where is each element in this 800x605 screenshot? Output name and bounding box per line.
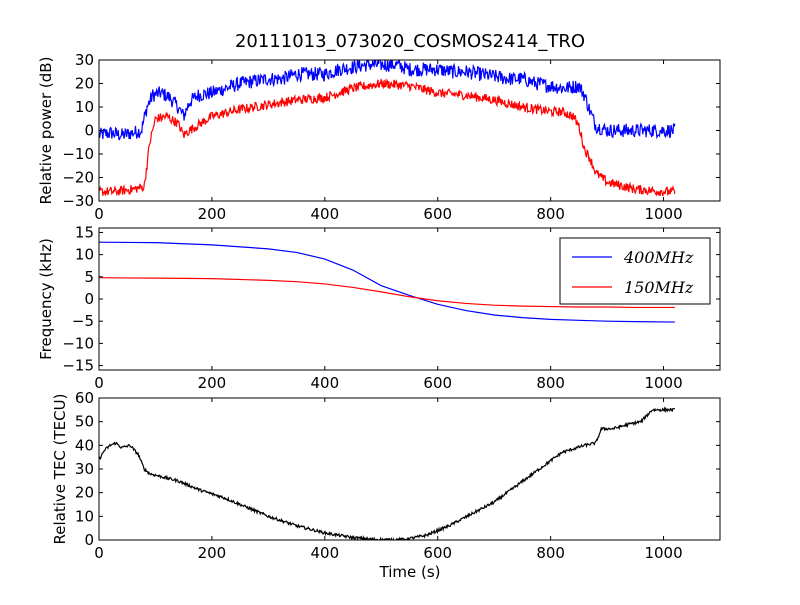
y-tick-label: 10 [75, 246, 94, 264]
x-tick-label: 800 [536, 544, 565, 562]
x-tick-label: 600 [423, 544, 452, 562]
series-line-150mhz [99, 277, 675, 309]
y-tick-label: 10 [75, 507, 94, 525]
power-panel: 0 200 400 600 800 1000 −30 −20 −10 0 10 20 30 Relativ… [37, 51, 721, 223]
x-tick-label: 200 [198, 374, 227, 392]
y-tick-label: 0 [84, 290, 94, 308]
x-tick-label: 800 [536, 374, 565, 392]
y-axis-label: Relative power (dB) [37, 57, 55, 205]
y-tick-label: 15 [75, 223, 94, 241]
x-tick-label: 400 [310, 205, 339, 223]
y-tick-label: 20 [75, 75, 94, 93]
x-tick-label: 1000 [644, 205, 682, 223]
x-tick-label: 600 [423, 205, 452, 223]
series-line-trace-0 [99, 60, 676, 141]
y-tick-label: −15 [62, 357, 94, 375]
figure-title: 20111013_073020_COSMOS2414_TRO [235, 31, 585, 52]
y-tick-label: 30 [75, 460, 94, 478]
y-tick-label: 5 [84, 268, 94, 286]
y-tick-label: 30 [75, 51, 94, 69]
x-tick-label: 0 [94, 544, 104, 562]
y-tick-label: −20 [62, 169, 94, 187]
legend-label: 150MHz [624, 278, 694, 297]
y-tick-label: 50 [75, 413, 94, 431]
series-group [99, 60, 676, 197]
x-tick-label: 200 [198, 544, 227, 562]
x-tick-label: 600 [423, 374, 452, 392]
plot-frame [98, 397, 721, 541]
y-axis-label: Frequency (kHz) [37, 238, 55, 360]
x-tick-label: 1000 [644, 374, 682, 392]
x-tick-label: 0 [94, 205, 104, 223]
x-tick-label: 400 [310, 544, 339, 562]
x-axis-label: Time (s) [379, 563, 441, 581]
y-tick-label: 60 [75, 389, 94, 407]
series-line-trace-0 [99, 406, 676, 540]
series-group [99, 241, 675, 323]
legend: 400MHz 150MHz [559, 237, 711, 305]
tec-panel: 0 200 400 600 800 1000 0 10 20 30 40 50 60 Relative T… [51, 389, 721, 562]
y-tick-label: 0 [84, 122, 94, 140]
y-tick-label: −30 [62, 192, 94, 210]
y-tick-label: 20 [75, 484, 94, 502]
y-tick-label: 40 [75, 436, 94, 454]
series-line-400mhz [99, 241, 675, 323]
series-group [99, 406, 676, 540]
x-tick-label: 800 [536, 205, 565, 223]
x-tick-label: 400 [310, 374, 339, 392]
frequency-panel: 0 200 400 600 800 1000 −15 −10 −5 0 5 10 15 Frequency… [37, 223, 721, 392]
x-tick-label: 0 [94, 374, 104, 392]
y-tick-label: −5 [72, 312, 94, 330]
x-tick-label: 1000 [644, 544, 682, 562]
x-tick-label: 200 [198, 205, 227, 223]
legend-box [559, 237, 711, 305]
y-tick-label: 0 [84, 531, 94, 549]
y-tick-label: −10 [62, 145, 94, 163]
series-line-trace-1 [99, 78, 676, 197]
y-tick-label: 10 [75, 98, 94, 116]
y-tick-label: −10 [62, 334, 94, 352]
legend-label: 400MHz [623, 248, 694, 267]
y-axis-label: Relative TEC (TECU) [51, 394, 69, 545]
